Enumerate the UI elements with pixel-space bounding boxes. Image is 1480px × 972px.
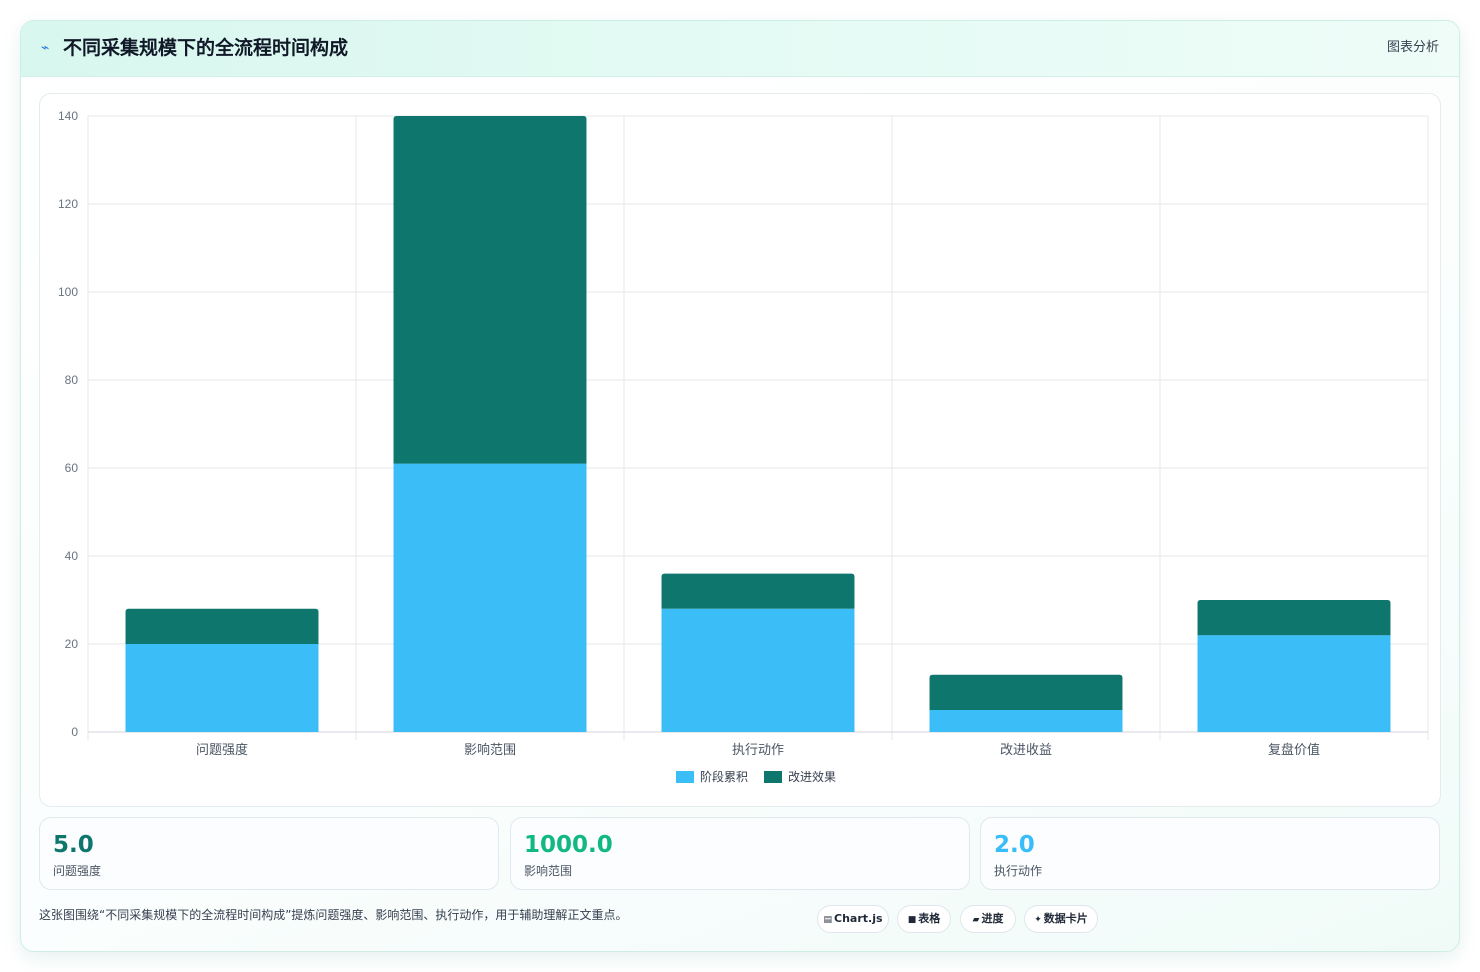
y-tick-label: 100 [58, 285, 78, 299]
bar-segment [929, 710, 1123, 732]
legend-swatch [764, 771, 782, 783]
tag-label: 进度 [981, 912, 1004, 925]
stat-value: 5.0 [53, 832, 94, 858]
chart-icon: ▤ [823, 915, 832, 925]
bar-segment [1197, 635, 1391, 732]
card-header: ⌁ 不同采集规模下的全流程时间构成 图表分析 [21, 21, 1459, 77]
chart-description: 这张图围绕“不同采集规模下的全流程时间构成”提炼问题强度、影响范围、执行动作，用… [39, 908, 628, 922]
x-tick-label: 复盘价值 [1268, 742, 1320, 757]
progress-icon: ▰ [972, 915, 980, 925]
stacked-bar-chart: 0 20 40 60 80 100 120 140 问题强度 影响范围 执行动作 改进收益 复盘价值阶段… [58, 109, 1429, 784]
bar-segment [125, 644, 319, 732]
stat-label: 影响范围 [524, 864, 573, 878]
table-icon: ■ [907, 915, 917, 925]
y-tick-label: 0 [71, 725, 78, 739]
stat-card-2: 1000.0 影响范围 [510, 817, 970, 890]
tag-progress[interactable]: ▰ 进度 [960, 905, 1016, 933]
bar-segment [1197, 600, 1391, 636]
tag-label: 数据卡片 [1043, 912, 1088, 925]
tag-label: Chart.js [834, 912, 883, 925]
chart-title: 不同采集规模下的全流程时间构成 [63, 37, 349, 59]
sparkle-icon: ✦ [1034, 915, 1042, 925]
line-chart-icon: ⌁ [41, 40, 50, 56]
stat-label: 执行动作 [994, 864, 1043, 878]
tag-data-card[interactable]: ✦ 数据卡片 [1024, 905, 1098, 933]
chart-card: ⌁ 不同采集规模下的全流程时间构成 图表分析 0 20 40 60 80 100 120 14… [20, 20, 1460, 952]
x-tick-label: 执行动作 [732, 742, 784, 757]
tag-label: 表格 [918, 912, 941, 925]
y-tick-label: 20 [65, 637, 79, 651]
x-tick-label: 影响范围 [464, 742, 516, 757]
stat-value: 2.0 [994, 832, 1035, 858]
chart-analysis-label[interactable]: 图表分析 [1386, 40, 1439, 55]
y-tick-label: 80 [65, 373, 79, 387]
bar-segment [661, 573, 855, 609]
legend-swatch [676, 771, 694, 783]
tag-table[interactable]: ■ 表格 [897, 905, 951, 933]
y-tick-label: 120 [58, 197, 78, 211]
chart-area: 0 20 40 60 80 100 120 140 问题强度 影响范围 执行动作 改进收益 复盘价值阶段… [39, 93, 1441, 807]
x-tick-label: 改进收益 [1000, 742, 1052, 757]
stat-label: 问题强度 [53, 864, 102, 878]
legend-label: 阶段累积 [700, 769, 748, 784]
stat-card-3: 2.0 执行动作 [980, 817, 1440, 890]
stat-value: 1000.0 [524, 832, 613, 858]
bar-segment [929, 674, 1123, 710]
y-tick-label: 40 [65, 549, 79, 563]
y-tick-label: 60 [65, 461, 79, 475]
legend-label: 改进效果 [788, 769, 836, 784]
bar-segment [393, 463, 587, 732]
y-tick-label: 140 [58, 109, 78, 123]
bar-segment [661, 608, 855, 732]
bar-segment [393, 116, 587, 464]
x-tick-label: 问题强度 [196, 742, 248, 757]
tag-chartjs[interactable]: ▤ Chart.js [817, 905, 889, 933]
bar-segment [125, 608, 319, 644]
stat-card-1: 5.0 问题强度 [39, 817, 499, 890]
